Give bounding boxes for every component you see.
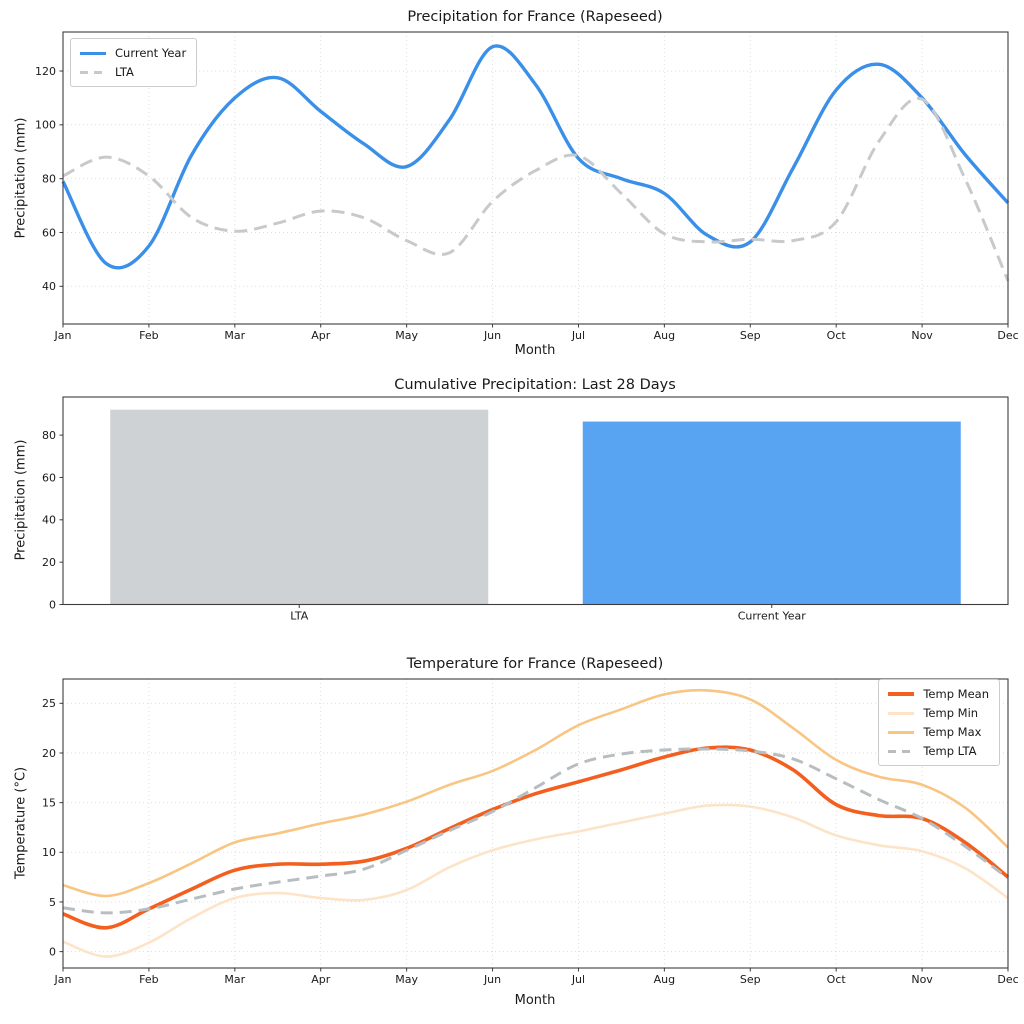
- x-tick-label: Jun: [483, 973, 501, 986]
- series-line-current-year: [61, 44, 1010, 270]
- series-line-temp-lta: [62, 747, 1009, 915]
- y-tick-label: 15: [42, 796, 56, 809]
- x-tick-label: Mar: [224, 329, 245, 342]
- series-line-temp-mean: [62, 745, 1010, 930]
- x-tick-label: Oct: [827, 329, 847, 342]
- plot-frame: [62, 678, 1009, 969]
- x-tick-label: Jan: [54, 329, 72, 342]
- x-tick-label: Sep: [740, 973, 761, 986]
- legend-item-temp-lta: Temp LTA: [888, 743, 989, 759]
- y-tick-label: 120: [35, 65, 56, 78]
- temperature-chart: 0 5 10 15 20 25 Jan Feb Mar Apr May Jun Jul Aug Sep Oct…: [42, 678, 1019, 986]
- legend-item-lta: LTA: [80, 64, 186, 80]
- x-tick-label: Aug: [654, 973, 675, 986]
- x-axis-ticks: LTA Current Year: [290, 604, 807, 623]
- x-tick-label: Feb: [139, 329, 158, 342]
- x-tick-label: Current Year: [738, 610, 807, 623]
- y-tick-label: 0: [49, 598, 56, 611]
- legend-label-lta: LTA: [115, 65, 134, 79]
- legend-label-current-year: Current Year: [115, 46, 187, 60]
- series-line-temp-max: [62, 688, 1009, 898]
- temperature-x-axis-label: Month: [514, 993, 556, 1008]
- y-tick-label: 25: [42, 697, 56, 710]
- x-axis-ticks: Jan Feb Mar Apr May Jun Jul Aug Sep Oct Nov Dec: [54, 324, 1019, 342]
- y-tick-label: 40: [42, 514, 56, 527]
- y-tick-label: 100: [35, 119, 56, 132]
- plot-frame: [62, 396, 1009, 606]
- legend-item-current-year: Current Year: [80, 45, 186, 61]
- y-tick-label: 5: [49, 896, 56, 909]
- bar-lta: [110, 409, 489, 605]
- y-tick-label: 80: [42, 429, 56, 442]
- series-line-temp-min: [62, 803, 1009, 958]
- x-tick-label: Aug: [654, 329, 675, 342]
- current-year-line-swatch: [80, 51, 106, 55]
- legend-label-temp-mean: Temp Mean: [923, 687, 989, 701]
- x-tick-label: Sep: [740, 329, 761, 342]
- x-tick-label: May: [395, 973, 418, 986]
- y-tick-label: 20: [42, 747, 56, 760]
- legend-item-temp-min: Temp Min: [888, 705, 989, 721]
- x-tick-label: May: [395, 329, 418, 342]
- x-axis-ticks: Jan Feb Mar Apr May Jun Jul Aug Sep Oct Nov Dec: [54, 968, 1019, 986]
- plot-frame: [62, 31, 1009, 325]
- cumulative-bar-chart-title: Cumulative Precipitation: Last 28 Days: [394, 377, 676, 393]
- temp-mean-line-swatch: [888, 692, 915, 696]
- y-tick-label: 60: [42, 226, 56, 239]
- grid-lines: [62, 679, 1009, 968]
- y-tick-label: 0: [49, 945, 56, 958]
- x-tick-label: Dec: [997, 973, 1018, 986]
- x-tick-label: Nov: [911, 329, 933, 342]
- temperature-legend: Temp Mean Temp Min Temp Max Temp LTA: [878, 679, 1000, 766]
- precipitation-chart: 40 60 80 100 120 Jan Feb Mar Apr May Jun Jul Aug Sep O…: [35, 31, 1019, 342]
- series-line-lta: [62, 96, 1010, 282]
- y-axis-ticks: 0 5 10 15 20 25: [42, 697, 63, 958]
- y-tick-label: 40: [42, 280, 56, 293]
- temperature-chart-title: Temperature for France (Rapeseed): [406, 656, 664, 672]
- legend-item-temp-max: Temp Max: [888, 724, 989, 740]
- x-tick-label: Dec: [997, 329, 1018, 342]
- y-tick-label: 10: [42, 846, 56, 859]
- legend-label-temp-min: Temp Min: [923, 706, 979, 720]
- y-axis-ticks: 0 20 40 60 80: [42, 429, 63, 611]
- temp-lta-line-swatch: [888, 749, 915, 753]
- legend-item-temp-mean: Temp Mean: [888, 686, 989, 702]
- grid-lines: [62, 32, 1009, 324]
- x-tick-label: Jan: [54, 973, 72, 986]
- x-tick-label: Apr: [311, 973, 331, 986]
- x-tick-label: Apr: [311, 329, 331, 342]
- bar-current-year: [582, 421, 961, 605]
- x-tick-label: Oct: [827, 973, 847, 986]
- x-tick-label: Nov: [911, 973, 933, 986]
- x-tick-label: Jul: [571, 973, 585, 986]
- bars: [110, 409, 961, 605]
- x-tick-label: Jun: [483, 329, 501, 342]
- precipitation-chart-title: Precipitation for France (Rapeseed): [407, 9, 663, 25]
- legend-label-temp-max: Temp Max: [923, 725, 982, 739]
- precipitation-legend: Current Year LTA: [70, 38, 198, 87]
- x-tick-label: Mar: [224, 973, 245, 986]
- lta-line-swatch: [80, 70, 106, 74]
- cumulative-bar-chart: 0 20 40 60 80 LTA Current Year: [42, 396, 1009, 623]
- y-tick-label: 20: [42, 556, 56, 569]
- y-tick-label: 80: [42, 172, 56, 185]
- temp-max-line-swatch: [888, 730, 915, 734]
- x-tick-label: Jul: [571, 329, 585, 342]
- temp-min-line-swatch: [888, 711, 915, 715]
- legend-label-temp-lta: Temp LTA: [923, 744, 977, 758]
- x-tick-label: LTA: [290, 610, 308, 623]
- x-tick-label: Feb: [139, 973, 158, 986]
- precipitation-x-axis-label: Month: [514, 343, 556, 358]
- y-tick-label: 60: [42, 471, 56, 484]
- y-axis-ticks: 40 60 80 100 120: [35, 65, 63, 293]
